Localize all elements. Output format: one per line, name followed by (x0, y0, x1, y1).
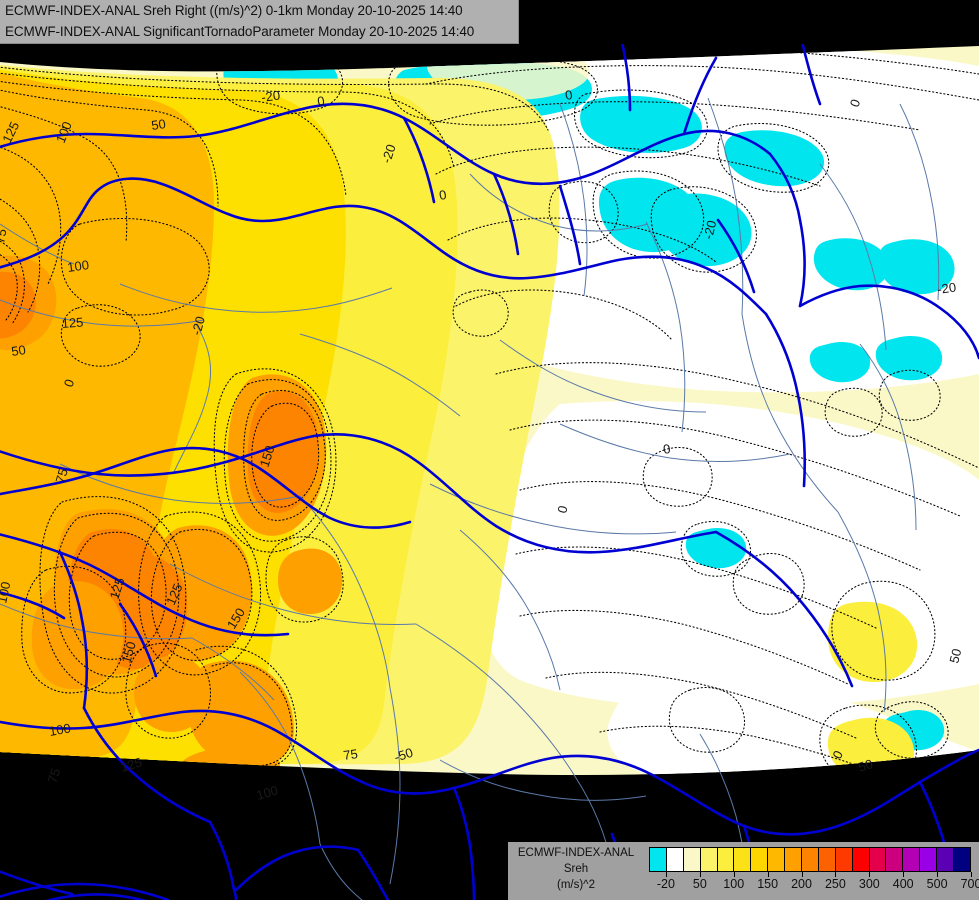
color-swatch-3[interactable] (700, 848, 718, 871)
svg-text:0: 0 (662, 441, 672, 457)
svg-text:0: 0 (438, 187, 448, 203)
title-bar: ECMWF-INDEX-ANAL Sreh Right ((m/s)^2) 0-… (0, 0, 519, 44)
map-graphic: 125 100 50 75 100 125 50 0 -20 75 100 12… (0, 44, 979, 900)
tick-label-50: 50 (692, 877, 707, 891)
svg-text:150: 150 (257, 444, 278, 469)
color-swatch-7[interactable] (768, 848, 786, 871)
legend-units: (m/s)^2 (557, 879, 595, 891)
svg-text:75: 75 (52, 467, 70, 485)
tick-label-200: 200 (791, 877, 812, 891)
svg-text:0: 0 (554, 504, 570, 515)
color-swatch-8[interactable] (785, 848, 803, 871)
svg-text:50: 50 (946, 647, 964, 665)
color-swatch-11[interactable] (835, 848, 853, 871)
tick-label-300: 300 (858, 877, 880, 891)
legend-field: Sreh (563, 863, 589, 875)
svg-text:50: 50 (10, 342, 26, 359)
svg-text:75: 75 (0, 228, 9, 245)
tick-label-500: 500 (926, 877, 948, 891)
tick-label-150: 150 (757, 877, 779, 891)
color-swatch-5[interactable] (734, 848, 752, 871)
tick-mark-2 (733, 872, 735, 877)
color-swatch-18[interactable] (954, 848, 970, 871)
svg-text:75: 75 (342, 746, 358, 763)
svg-text:75: 75 (45, 767, 64, 785)
contour-lines (0, 46, 979, 775)
color-swatch-15[interactable] (903, 848, 921, 871)
svg-text:0: 0 (61, 377, 78, 389)
title-line-primary: ECMWF-INDEX-ANAL Sreh Right ((m/s)^2) 0-… (5, 3, 463, 18)
contour-labels: 125 100 50 75 100 125 50 0 -20 75 100 12… (0, 87, 964, 803)
svg-text:-20: -20 (379, 142, 399, 165)
color-swatch-12[interactable] (852, 848, 870, 871)
svg-text:-20: -20 (936, 280, 957, 297)
color-swatch-2[interactable] (683, 848, 701, 871)
svg-text:-20: -20 (260, 88, 281, 105)
svg-text:100: 100 (0, 580, 13, 604)
title-line-secondary: ECMWF-INDEX-ANAL SignificantTornadoParam… (5, 24, 475, 39)
borders-layer (0, 44, 979, 900)
color-scale-ticks: -20 50 100 150 200 250 300 400 500 700 (649, 872, 979, 898)
svg-text:100: 100 (48, 720, 72, 739)
color-swatch-16[interactable] (920, 848, 938, 871)
tick-label-400: 400 (892, 877, 914, 891)
svg-text:100: 100 (255, 782, 280, 802)
svg-text:150: 150 (118, 640, 138, 665)
color-swatch-14[interactable] (886, 848, 904, 871)
color-swatch-9[interactable] (802, 848, 819, 871)
svg-text:50: 50 (856, 756, 874, 775)
legend-caption: ECMWF-INDEX-ANAL Sreh (m/s)^2 (512, 845, 640, 893)
tick-label-250: 250 (824, 877, 846, 891)
svg-text:50: 50 (150, 116, 166, 133)
tick-mark-9 (971, 872, 972, 877)
tick-label--20: -20 (656, 877, 675, 891)
tick-mark-7 (903, 872, 905, 877)
svg-text:100: 100 (66, 257, 90, 275)
tick-label-100: 100 (723, 877, 745, 891)
tick-mark-8 (937, 872, 939, 877)
tick-mark-5 (835, 872, 837, 877)
map-canvas[interactable]: 125 100 50 75 100 125 50 0 -20 75 100 12… (0, 44, 979, 900)
svg-text:-50: -50 (392, 745, 415, 765)
svg-text:-20: -20 (700, 219, 719, 241)
color-scale-bar[interactable] (649, 847, 971, 872)
color-swatch-17[interactable] (937, 848, 955, 871)
svg-text:125: 125 (119, 754, 144, 774)
shaded-field (0, 46, 979, 775)
color-swatch-0[interactable] (650, 848, 667, 871)
tick-mark-4 (801, 872, 803, 877)
tick-mark-1 (699, 872, 701, 877)
color-swatch-13[interactable] (869, 848, 887, 871)
tick-label-700: 700 (960, 877, 979, 891)
svg-text:125: 125 (107, 576, 128, 601)
svg-text:-20: -20 (188, 315, 208, 337)
color-swatch-6[interactable] (751, 848, 769, 871)
color-swatch-10[interactable] (818, 848, 836, 871)
legend-panel: ECMWF-INDEX-ANAL Sreh (m/s)^2 -20 50 100 15… (508, 842, 979, 900)
svg-text:0: 0 (316, 93, 325, 109)
svg-text:125: 125 (61, 315, 84, 331)
tick-mark-0 (665, 872, 667, 877)
tick-mark-6 (869, 872, 871, 877)
svg-text:0: 0 (564, 87, 574, 103)
color-swatch-4[interactable] (717, 848, 735, 871)
svg-text:0: 0 (847, 97, 864, 109)
color-swatch-1[interactable] (666, 848, 684, 871)
tick-mark-3 (767, 872, 769, 877)
legend-model: ECMWF-INDEX-ANAL (517, 847, 635, 859)
